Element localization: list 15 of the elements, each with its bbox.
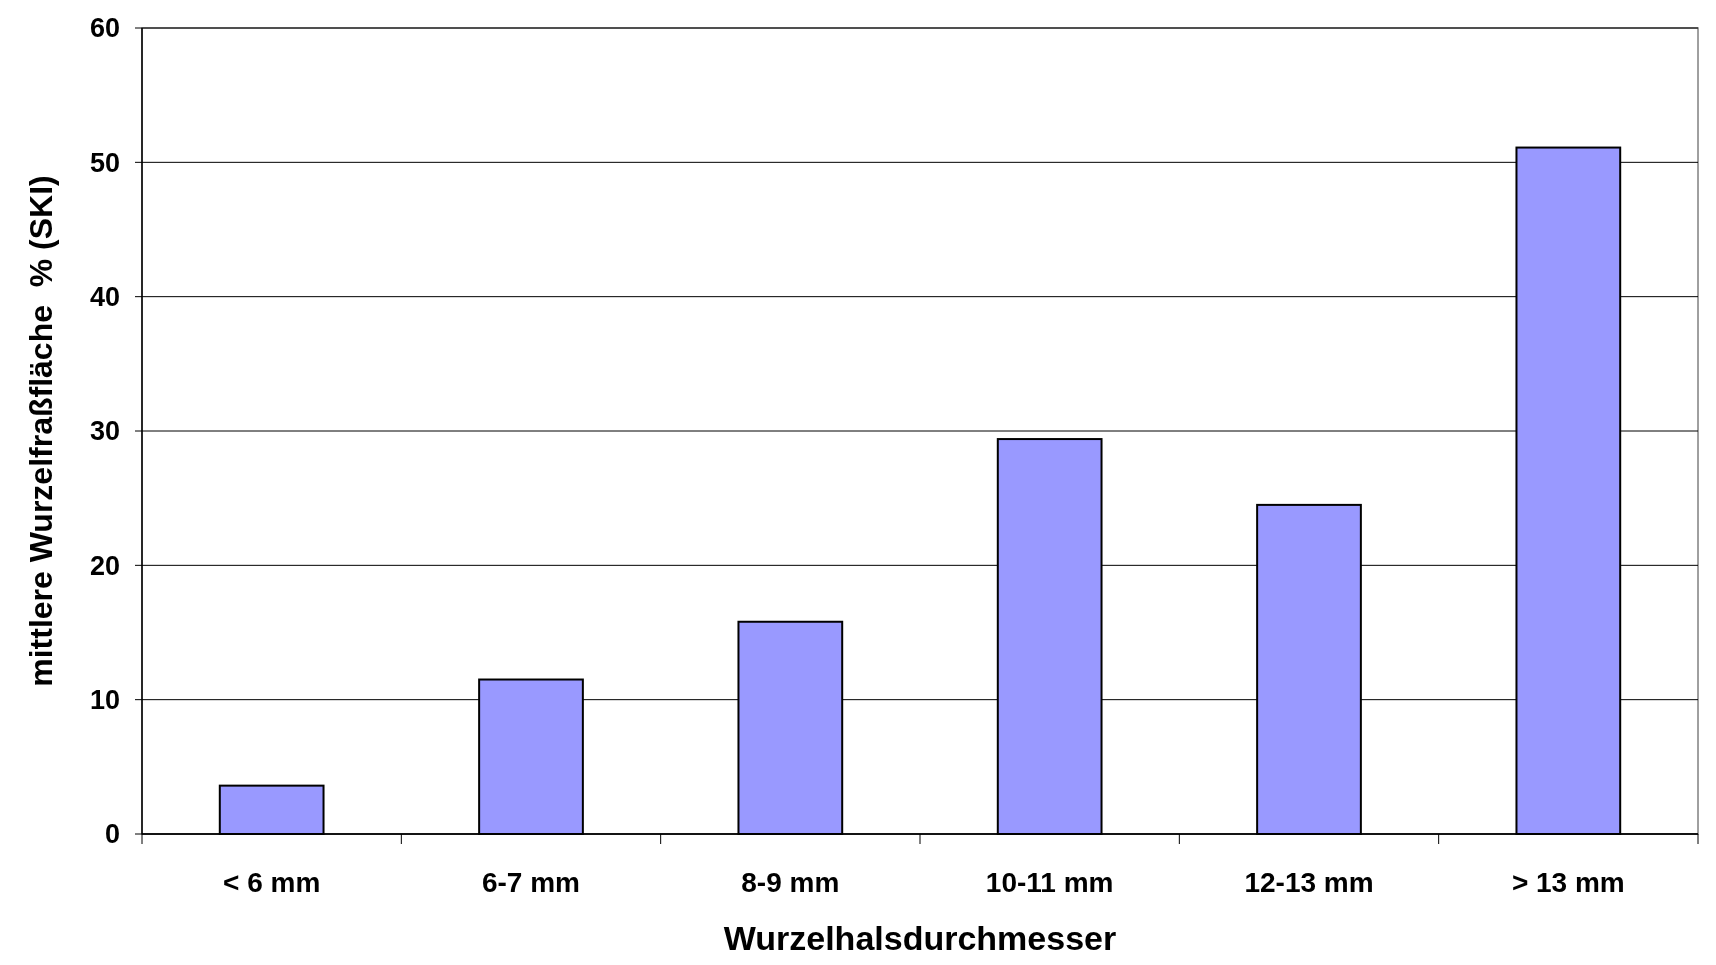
x-tick-label: < 6 mm [223, 867, 321, 898]
y-tick-label: 30 [89, 416, 120, 447]
x-axis-title: Wurzelhalsdurchmesser [723, 919, 1117, 957]
y-axis-title: mittlere Wurzelfraßfläche % (SKI) [23, 175, 59, 687]
y-tick-label: 0 [104, 819, 120, 850]
x-tick-label: 6-7 mm [481, 867, 581, 898]
x-tick-label: 12-13 mm [1244, 867, 1374, 898]
y-tick-label: 50 [89, 147, 120, 178]
x-tick-label: > 13 mm [1511, 867, 1625, 898]
y-tick-label: 10 [89, 685, 120, 716]
y-tick-label: 20 [89, 550, 120, 581]
y-tick-label: 60 [89, 13, 120, 44]
y-tick-label: 40 [89, 282, 120, 313]
x-tick-label: 8-9 mm [741, 867, 840, 898]
x-tick-label: 10-11 mm [985, 867, 1114, 898]
